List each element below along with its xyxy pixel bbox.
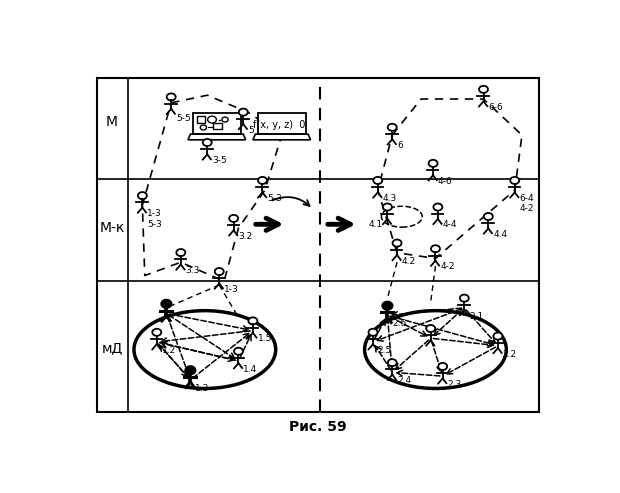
- Text: 2.4: 2.4: [397, 376, 411, 385]
- Circle shape: [479, 86, 488, 93]
- Text: 3.3: 3.3: [185, 266, 200, 275]
- Text: f(x, y, z)  0: f(x, y, z) 0: [253, 119, 306, 130]
- Circle shape: [215, 268, 224, 275]
- Text: 1-3
5-3: 1-3 5-3: [147, 209, 162, 229]
- Circle shape: [186, 367, 195, 374]
- Circle shape: [383, 204, 392, 211]
- Circle shape: [234, 348, 243, 355]
- Circle shape: [203, 139, 211, 146]
- Circle shape: [433, 204, 442, 211]
- Circle shape: [428, 160, 438, 167]
- FancyBboxPatch shape: [97, 78, 539, 412]
- Text: 1.5: 1.5: [258, 334, 272, 344]
- Text: 1-3: 1-3: [224, 285, 239, 294]
- Text: 5: 5: [248, 126, 254, 135]
- Text: 4-2: 4-2: [440, 262, 455, 271]
- Polygon shape: [188, 134, 246, 140]
- Text: 2.2: 2.2: [503, 350, 517, 358]
- Bar: [258, 113, 306, 134]
- Circle shape: [494, 333, 502, 340]
- Circle shape: [239, 108, 248, 116]
- Text: 1.3: 1.3: [195, 384, 210, 393]
- Text: 5-3: 5-3: [267, 194, 282, 203]
- Bar: [193, 113, 241, 134]
- Text: 6: 6: [397, 141, 403, 150]
- Bar: [197, 116, 205, 123]
- Text: 5-5: 5-5: [176, 114, 191, 123]
- Circle shape: [431, 245, 440, 252]
- Circle shape: [249, 317, 257, 324]
- Circle shape: [162, 300, 171, 307]
- Text: 6-6: 6-6: [489, 103, 503, 112]
- Circle shape: [167, 93, 175, 101]
- Polygon shape: [253, 134, 311, 140]
- Text: 4-6: 4-6: [438, 177, 453, 186]
- Circle shape: [373, 177, 383, 184]
- Circle shape: [388, 359, 397, 366]
- Text: М-к: М-к: [99, 221, 125, 235]
- Circle shape: [176, 249, 185, 256]
- Text: 2.1: 2.1: [469, 312, 484, 320]
- Circle shape: [153, 329, 161, 336]
- Text: 4.1: 4.1: [368, 220, 383, 230]
- Text: 1.2: 1.2: [162, 346, 176, 355]
- Text: 4-4: 4-4: [443, 220, 457, 230]
- Circle shape: [392, 240, 402, 246]
- Circle shape: [426, 325, 435, 332]
- Circle shape: [510, 177, 519, 184]
- Text: 4.2: 4.2: [402, 256, 416, 266]
- Circle shape: [229, 215, 238, 222]
- Circle shape: [438, 363, 447, 370]
- Text: 6-4
4-2: 6-4 4-2: [520, 194, 534, 213]
- Circle shape: [258, 177, 267, 184]
- Text: 2.6: 2.6: [392, 319, 407, 328]
- Text: мД: мД: [102, 341, 123, 354]
- Text: 2.3: 2.3: [448, 380, 462, 389]
- Circle shape: [383, 302, 392, 309]
- Text: 4.3: 4.3: [383, 194, 397, 203]
- Circle shape: [460, 295, 469, 302]
- Circle shape: [484, 213, 493, 220]
- Text: Рис. 59: Рис. 59: [289, 421, 347, 434]
- Circle shape: [138, 192, 147, 199]
- Circle shape: [388, 124, 397, 131]
- Bar: [213, 123, 222, 129]
- Circle shape: [368, 329, 378, 336]
- Text: 2.5: 2.5: [378, 346, 392, 355]
- Text: 4.4: 4.4: [493, 230, 507, 239]
- Text: 1.4: 1.4: [243, 365, 257, 374]
- Text: 3-5: 3-5: [212, 156, 227, 165]
- Text: М: М: [106, 115, 118, 129]
- Text: 3.2: 3.2: [239, 232, 253, 241]
